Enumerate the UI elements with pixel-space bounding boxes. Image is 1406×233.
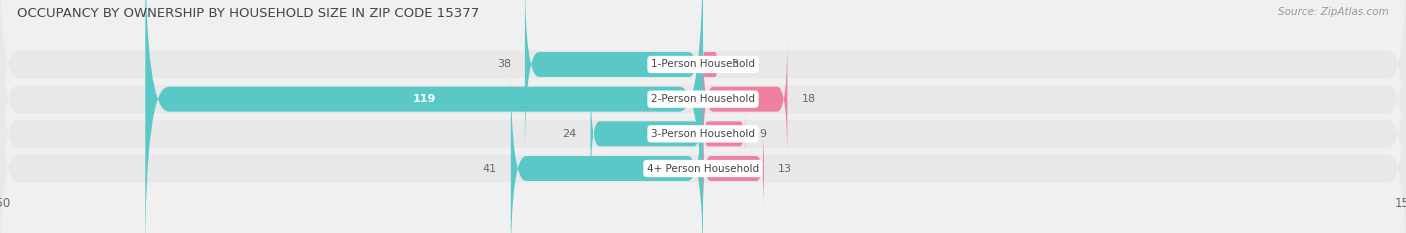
Text: 13: 13 xyxy=(778,164,792,174)
Text: 41: 41 xyxy=(482,164,496,174)
Text: 119: 119 xyxy=(412,94,436,104)
Text: 3: 3 xyxy=(731,59,738,69)
Text: 2-Person Household: 2-Person Household xyxy=(651,94,755,104)
FancyBboxPatch shape xyxy=(591,80,703,188)
FancyBboxPatch shape xyxy=(0,18,1406,233)
Text: 3-Person Household: 3-Person Household xyxy=(651,129,755,139)
FancyBboxPatch shape xyxy=(0,52,1406,233)
Text: 24: 24 xyxy=(562,129,576,139)
FancyBboxPatch shape xyxy=(145,0,703,233)
Text: 1-Person Household: 1-Person Household xyxy=(651,59,755,69)
FancyBboxPatch shape xyxy=(703,37,787,161)
FancyBboxPatch shape xyxy=(703,127,763,210)
Text: OCCUPANCY BY OWNERSHIP BY HOUSEHOLD SIZE IN ZIP CODE 15377: OCCUPANCY BY OWNERSHIP BY HOUSEHOLD SIZE… xyxy=(17,7,479,20)
Text: 38: 38 xyxy=(496,59,510,69)
Text: 18: 18 xyxy=(801,94,815,104)
FancyBboxPatch shape xyxy=(703,109,745,159)
Text: 9: 9 xyxy=(759,129,766,139)
FancyBboxPatch shape xyxy=(0,0,1406,215)
Text: 4+ Person Household: 4+ Person Household xyxy=(647,164,759,174)
FancyBboxPatch shape xyxy=(524,0,703,158)
FancyBboxPatch shape xyxy=(703,52,717,77)
FancyBboxPatch shape xyxy=(510,67,703,233)
FancyBboxPatch shape xyxy=(0,0,1406,181)
Text: Source: ZipAtlas.com: Source: ZipAtlas.com xyxy=(1278,7,1389,17)
